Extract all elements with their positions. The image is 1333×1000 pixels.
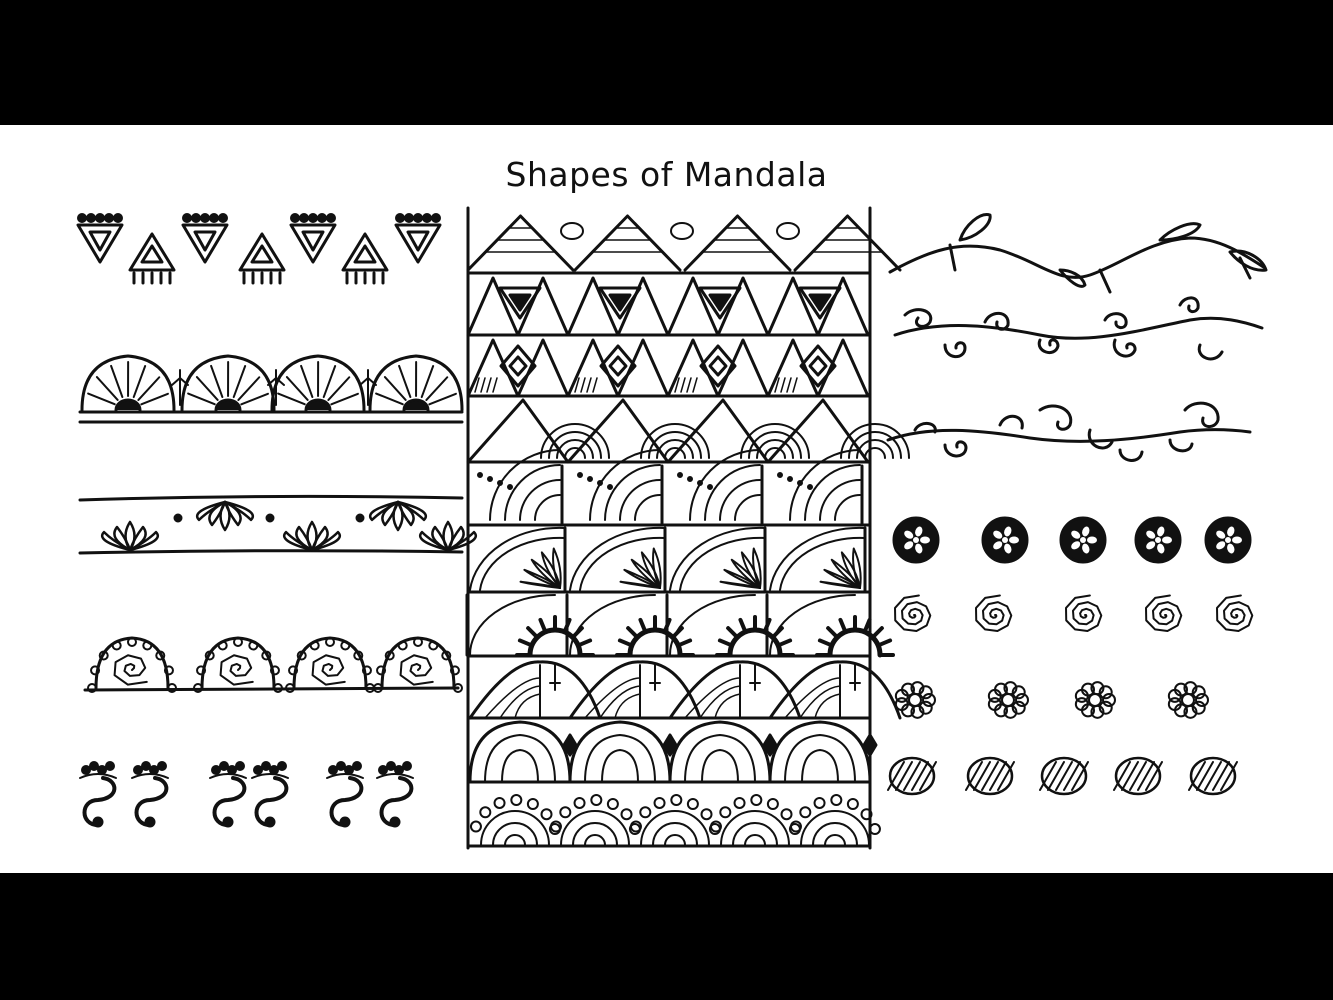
cluster-dots	[894, 681, 1209, 719]
arch-row	[468, 720, 878, 784]
quarter-fan-row	[477, 449, 864, 525]
paisley-hook-border	[79, 761, 414, 828]
inverted-triangle-row	[466, 276, 870, 337]
flower-dots	[892, 516, 1252, 564]
swirl-vine	[886, 401, 1252, 462]
page-title: Shapes of Mandala	[505, 155, 828, 194]
triangle-row	[466, 214, 902, 272]
spiral-dots	[894, 594, 1254, 633]
shell-row	[469, 794, 881, 846]
striped-dots	[887, 756, 1238, 796]
leaf-row	[468, 660, 902, 720]
petal-fan-row	[469, 526, 867, 592]
sunburst-row	[465, 593, 895, 658]
fan-border	[78, 354, 464, 424]
curl-vine	[893, 296, 1264, 361]
triangle-border	[76, 213, 442, 285]
vine-branch	[888, 213, 1268, 294]
spiral-shell-border	[83, 636, 463, 693]
fan-triangle-row	[466, 398, 910, 464]
diamond-row	[466, 338, 870, 398]
lotus-border	[78, 494, 477, 555]
